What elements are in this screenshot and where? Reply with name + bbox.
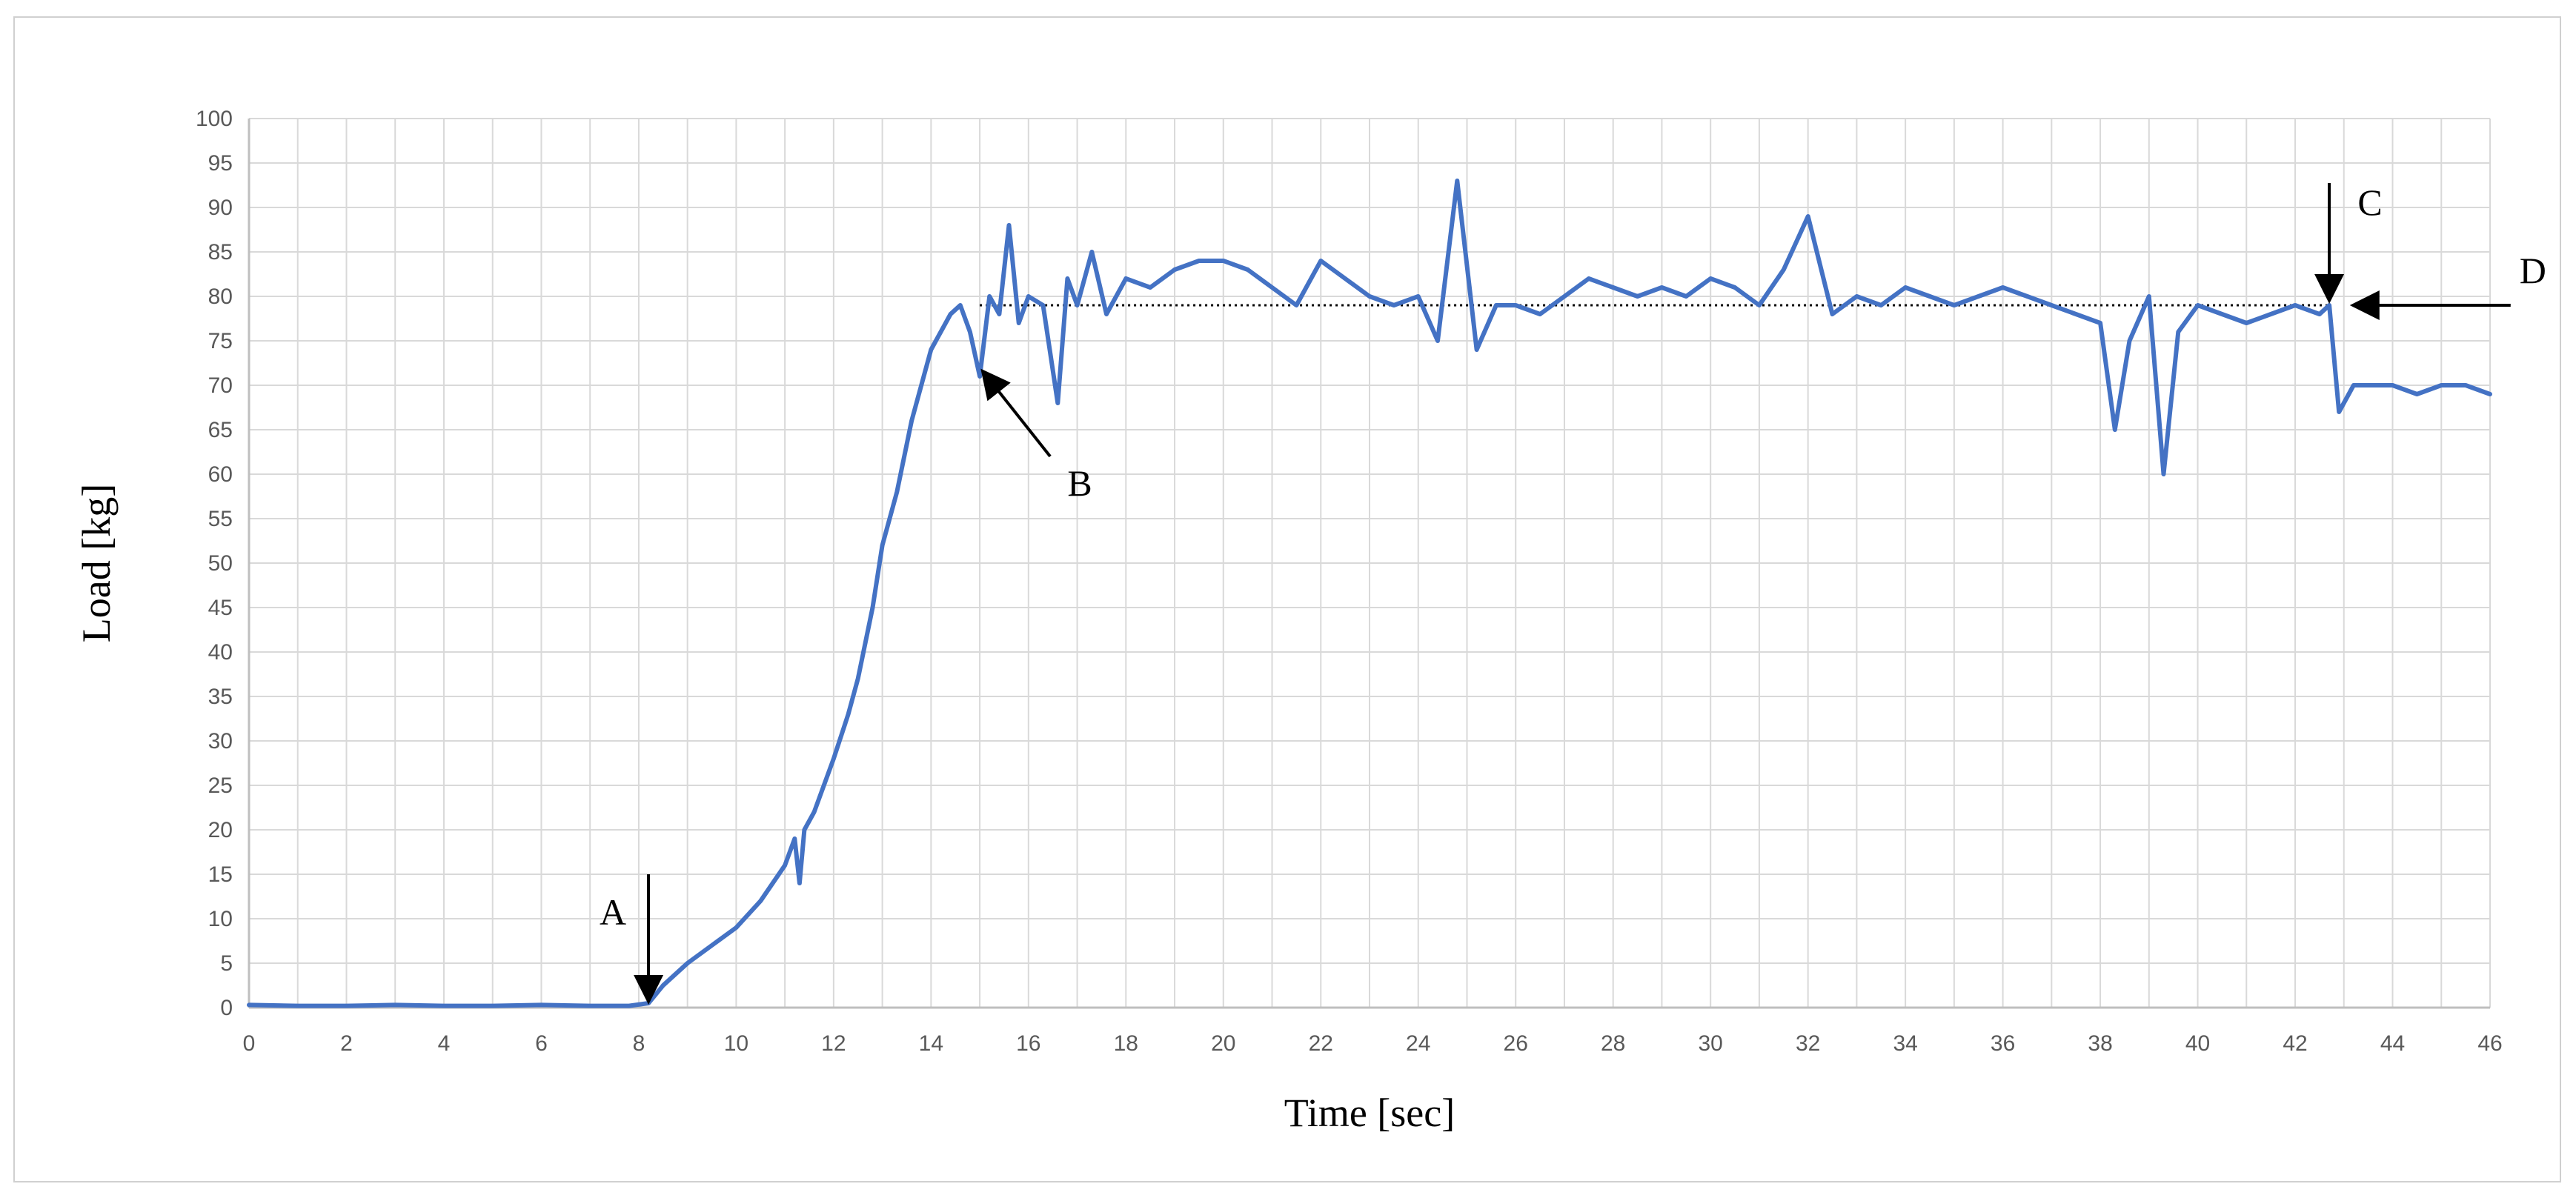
x-tick-label: 0 (243, 1031, 256, 1056)
x-tick-label: 28 (1601, 1031, 1625, 1056)
x-tick-label: 42 (2283, 1031, 2307, 1056)
y-tick-label: 30 (208, 729, 233, 753)
y-tick-label: 0 (220, 996, 233, 1020)
x-tick-label: 14 (919, 1031, 943, 1056)
y-tick-label: 90 (208, 196, 233, 220)
x-axis-title: Time [sec] (1284, 1091, 1455, 1135)
annotations: A B C D (600, 182, 2546, 1005)
tick-labels: 0510152025303540455055606570758085909510… (196, 107, 2503, 1056)
series-layer (247, 179, 2492, 1008)
y-tick-label: 85 (208, 240, 233, 265)
series-line (247, 179, 2492, 1008)
x-tick-label: 40 (2185, 1031, 2210, 1056)
x-tick-label: 34 (1893, 1031, 1917, 1056)
x-tick-label: 6 (535, 1031, 548, 1056)
x-tick-label: 38 (2088, 1031, 2112, 1056)
x-tick-label: 30 (1698, 1031, 1722, 1056)
annotation-label: A (600, 891, 626, 933)
x-tick-label: 26 (1504, 1031, 1528, 1056)
x-tick-label: 20 (1211, 1031, 1235, 1056)
x-tick-label: 46 (2477, 1031, 2502, 1056)
x-tick-label: 16 (1016, 1031, 1040, 1056)
y-tick-label: 55 (208, 507, 233, 531)
y-tick-label: 70 (208, 373, 233, 398)
x-tick-label: 22 (1309, 1031, 1333, 1056)
x-tick-label: 12 (821, 1031, 846, 1056)
x-tick-label: 2 (340, 1031, 353, 1056)
figure-frame (13, 16, 2561, 1182)
x-tick-label: 10 (724, 1031, 748, 1056)
y-tick-label: 40 (208, 640, 233, 665)
y-tick-label: 45 (208, 596, 233, 620)
annotation-arrow (980, 368, 1052, 458)
x-tick-label: 4 (438, 1031, 451, 1056)
y-tick-label: 75 (208, 329, 233, 353)
y-tick-label: 50 (208, 551, 233, 576)
x-tick-label: 18 (1114, 1031, 1138, 1056)
annotation-label: C (2357, 182, 2382, 223)
y-tick-label: 60 (208, 462, 233, 487)
y-tick-label: 100 (196, 107, 233, 131)
annotation-label: D (2520, 250, 2546, 291)
x-tick-label: 32 (1796, 1031, 1820, 1056)
annotation-label: B (1067, 462, 1092, 504)
y-tick-label: 25 (208, 774, 233, 798)
y-tick-label: 20 (208, 818, 233, 842)
y-tick-label: 95 (208, 151, 233, 176)
x-tick-label: 44 (2380, 1031, 2405, 1056)
y-axis-title: Load [kg] (74, 484, 119, 642)
y-tick-label: 10 (208, 907, 233, 931)
y-tick-label: 35 (208, 685, 233, 709)
y-tick-label: 15 (208, 862, 233, 887)
x-tick-label: 24 (1406, 1031, 1430, 1056)
y-tick-label: 80 (208, 285, 233, 309)
grid (248, 118, 2491, 1008)
x-tick-label: 8 (633, 1031, 645, 1056)
y-tick-label: 65 (208, 418, 233, 442)
y-tick-label: 5 (220, 951, 233, 976)
x-tick-label: 36 (1991, 1031, 2015, 1056)
